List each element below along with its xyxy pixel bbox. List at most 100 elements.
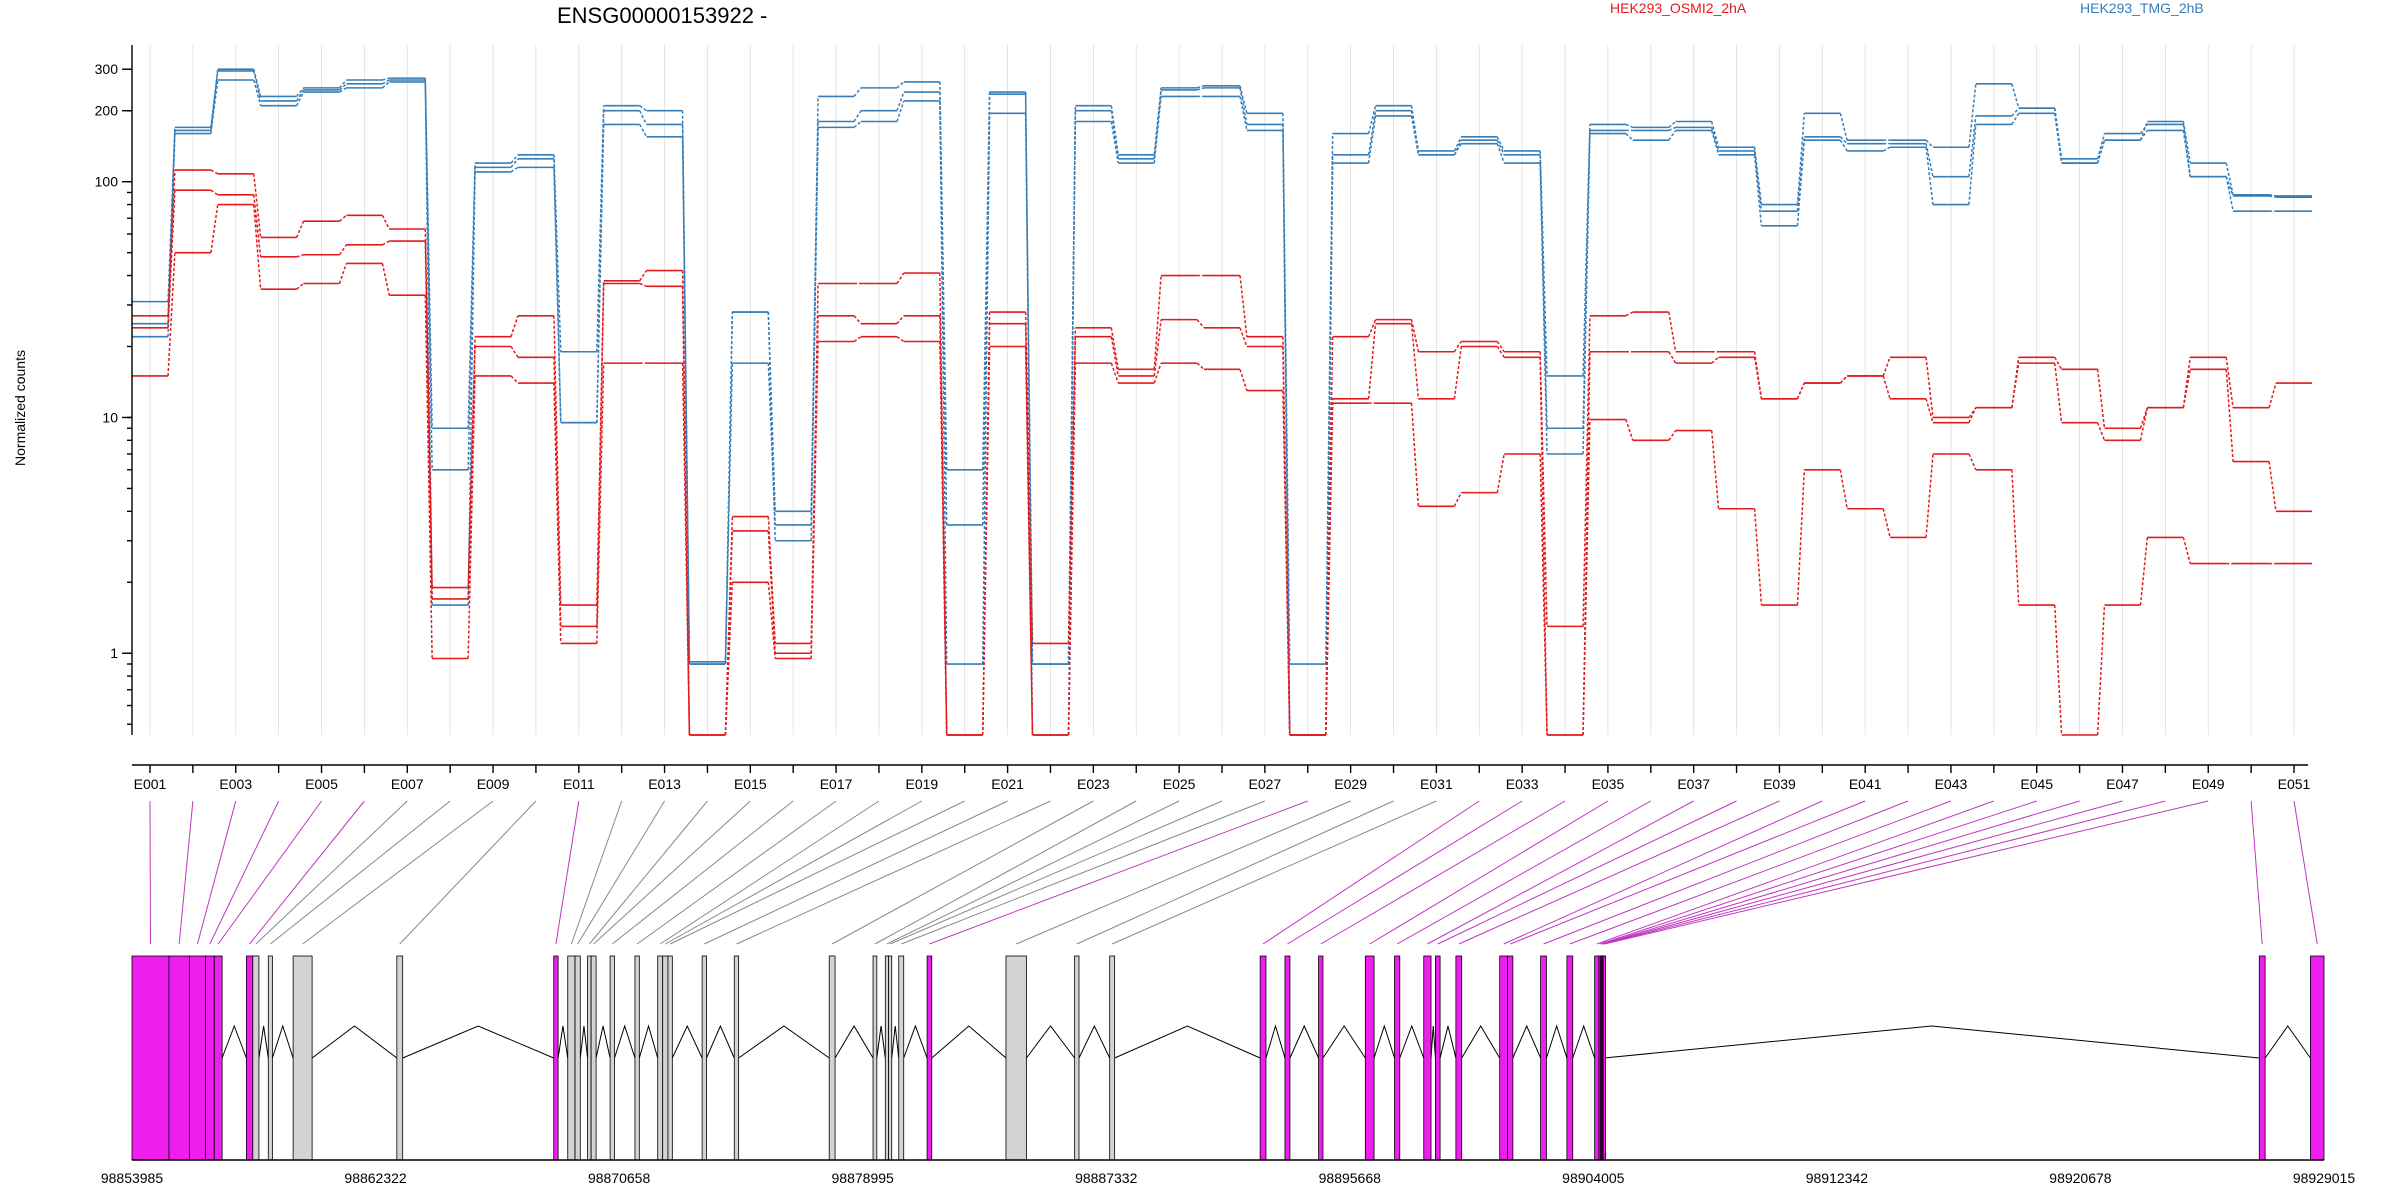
exon-connector — [2250, 800, 2263, 945]
y-tick-label: 300 — [95, 61, 119, 77]
exon-box — [1364, 955, 1375, 1161]
series-connector — [1925, 398, 1934, 423]
series-connector — [1839, 375, 1848, 384]
exon-connector — [1604, 800, 2209, 945]
series-connector — [553, 167, 562, 423]
series-connector — [2225, 176, 2234, 197]
series-connector — [167, 252, 176, 376]
series-connector — [2011, 83, 2020, 109]
intron — [1461, 1025, 1501, 1059]
series-connector — [553, 158, 562, 423]
exon-box — [884, 955, 889, 1161]
series-connector — [382, 240, 390, 246]
series-connector — [810, 127, 819, 541]
series-connector — [1796, 140, 1806, 226]
series-connector — [1110, 327, 1119, 370]
series-connector — [1367, 115, 1377, 164]
series-connector — [1796, 382, 1805, 400]
exon-connector — [1287, 800, 1523, 945]
exon-connector — [1602, 800, 2123, 945]
exon-box — [662, 955, 669, 1161]
intron — [1289, 1024, 1320, 1059]
series-connector — [1968, 407, 1977, 424]
series-connector — [1239, 96, 1248, 131]
exon-box — [131, 955, 170, 1161]
exon-box — [2310, 955, 2325, 1161]
x-tick-label: E015 — [734, 776, 767, 792]
intron — [1114, 1025, 1261, 1059]
exon-connector — [704, 800, 1008, 945]
series-connector — [981, 113, 991, 665]
exon-box — [667, 955, 673, 1161]
intron — [1078, 1024, 1111, 1059]
exon-box — [926, 955, 933, 1161]
exon-box — [657, 955, 664, 1161]
series-connector — [939, 341, 948, 736]
series-connector — [296, 254, 304, 258]
series-connector — [296, 87, 305, 97]
exon-box — [634, 955, 640, 1161]
series-connector — [253, 204, 262, 290]
exon-box — [609, 955, 615, 1161]
exon-connector — [659, 800, 880, 945]
series-connector — [639, 282, 647, 288]
exon-connector — [874, 800, 1137, 945]
series-connector — [381, 214, 390, 230]
series-connector — [510, 154, 519, 164]
exon-box — [168, 955, 190, 1161]
series-connector — [767, 530, 776, 654]
exon-box — [1318, 955, 1324, 1161]
series-connector — [2054, 356, 2063, 370]
series-connector — [681, 136, 691, 665]
exon-box — [828, 955, 836, 1161]
x-tick-label: E025 — [1163, 776, 1196, 792]
series-connector — [1496, 341, 1505, 353]
exon-connector — [1437, 800, 1737, 945]
series-connector — [467, 375, 476, 659]
series-connector — [1668, 126, 1676, 132]
series-connector — [1239, 369, 1248, 391]
series-connector — [167, 170, 176, 316]
exon-connector — [1596, 800, 1995, 945]
x-tick-label: E009 — [477, 776, 510, 792]
axes: 1 10 100 200 300 E001 E003 E005 E007 E009 E011 E013… — [95, 45, 2311, 792]
exon-connector — [1262, 800, 1480, 945]
exon-box — [1507, 955, 1514, 1161]
exon-connector — [1543, 800, 1909, 945]
series-connector — [896, 100, 905, 122]
series-connector — [596, 363, 605, 644]
x-tick-label: E017 — [820, 776, 853, 792]
exon-connector — [1569, 800, 1952, 945]
intron — [1545, 1024, 1568, 1059]
series-connector — [1496, 453, 1505, 493]
series-connector — [639, 110, 648, 125]
intron — [2264, 1025, 2311, 1059]
series-connector — [1196, 319, 1205, 329]
series-connector — [853, 110, 862, 122]
series-connector — [510, 375, 519, 384]
genome-tick-label: 98862322 — [344, 1170, 407, 1186]
series-connector — [1453, 143, 1462, 156]
series-connector — [1153, 275, 1162, 370]
genome-tick-label: 98853985 — [101, 1170, 164, 1186]
series-connector — [381, 263, 391, 296]
series-connector — [1196, 85, 1205, 89]
intron — [258, 1025, 269, 1059]
series-connector — [2182, 369, 2191, 408]
series-connector — [2268, 382, 2277, 408]
series-connector — [853, 87, 862, 97]
exon-connector — [669, 800, 965, 945]
series-connector — [1753, 508, 1763, 606]
series-connector — [2139, 123, 2148, 135]
exon-box — [567, 955, 576, 1161]
series-connector — [210, 189, 219, 196]
x-tick-label: E013 — [648, 776, 681, 792]
y-tick-label: 10 — [102, 409, 118, 425]
x-tick-label: E029 — [1334, 776, 1367, 792]
exon-box — [590, 955, 597, 1161]
series-connector — [339, 214, 347, 222]
intron — [834, 1025, 874, 1059]
series-connector — [810, 341, 819, 659]
x-tick-label: E023 — [1077, 776, 1110, 792]
series-connector — [382, 79, 390, 85]
